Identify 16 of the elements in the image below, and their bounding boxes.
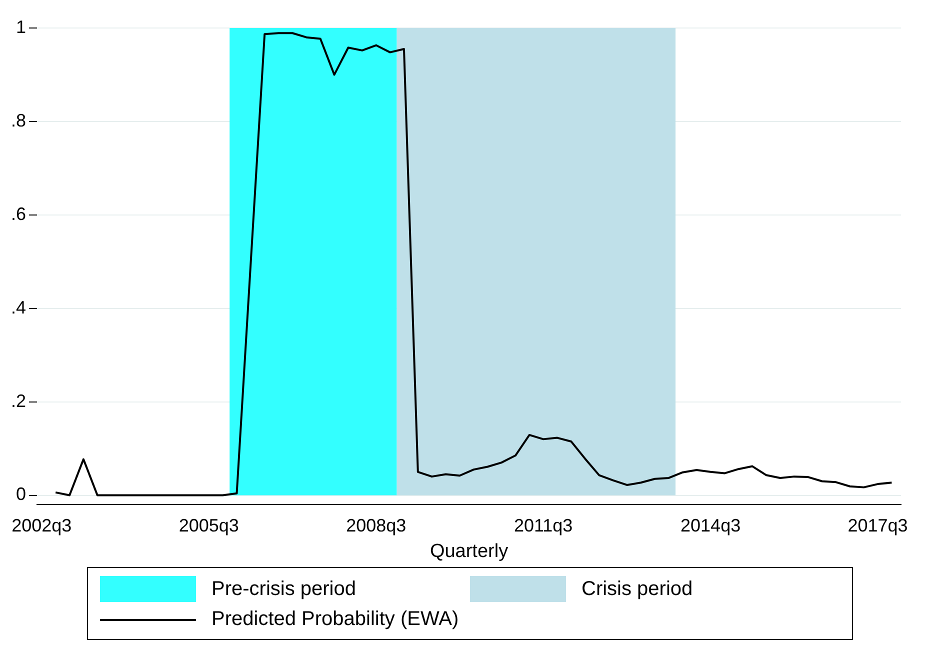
y-tick-label: .8 — [10, 110, 26, 130]
x-tick-label: 2014q3 — [680, 515, 741, 536]
y-tick-label: .6 — [10, 204, 26, 224]
legend-label: Crisis period — [582, 578, 693, 600]
y-tick-label: .4 — [10, 297, 26, 318]
x-tick-label: 2008q3 — [346, 515, 406, 536]
legend-label: Pre-crisis period — [212, 578, 356, 600]
y-tick-label: .2 — [10, 390, 26, 411]
x-axis-title: Quarterly — [430, 540, 509, 562]
y-tick-label: 1 — [16, 16, 26, 37]
x-tick-label: 2002q3 — [12, 515, 72, 536]
legend-label: Predicted Probability (EWA) — [212, 608, 459, 631]
x-tick-label: 2005q3 — [178, 515, 239, 536]
x-tick-label: 2017q3 — [848, 515, 908, 536]
x-tick-label: 2011q3 — [514, 515, 573, 536]
y-tick-label: 0 — [16, 484, 26, 504]
